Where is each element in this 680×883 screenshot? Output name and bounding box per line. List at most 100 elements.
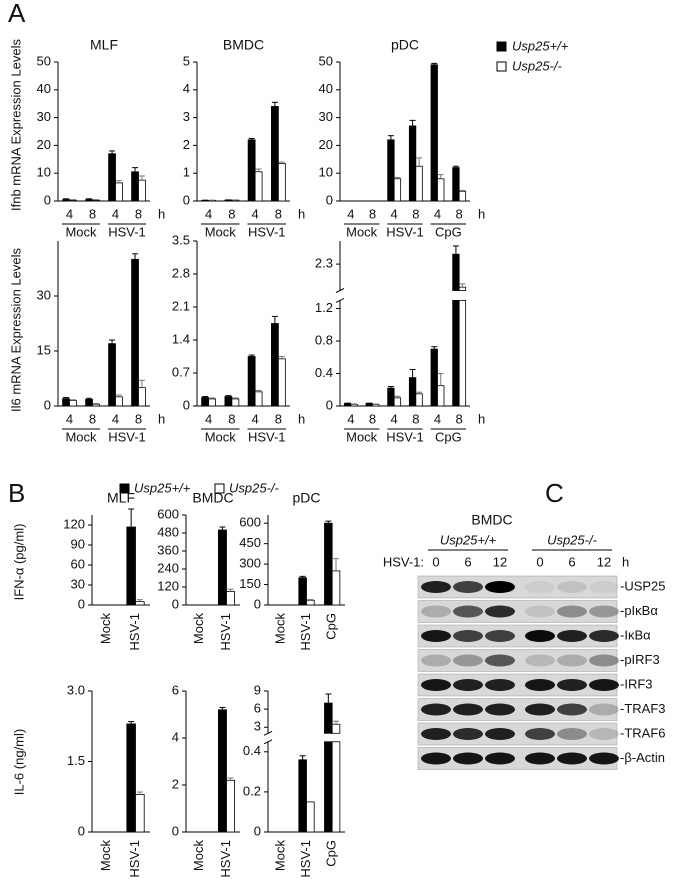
band (589, 581, 619, 593)
x-tick-label: 8 (412, 206, 419, 221)
bar (85, 398, 93, 407)
x-unit: h (478, 411, 485, 426)
bar (387, 139, 395, 202)
bar (254, 391, 263, 407)
y-axis-label: Il6 mRNA Expression Levels (8, 247, 23, 412)
group-label: CpG (435, 429, 462, 444)
bar (324, 702, 333, 734)
y-axis-label: Ifnb mRNA Expression Levels (8, 39, 23, 211)
y-tick-label: 0.4 (315, 365, 333, 380)
y-tick-label: 0 (254, 596, 261, 611)
bar (415, 165, 423, 202)
bar (408, 125, 417, 202)
axis-break (263, 730, 273, 736)
band (421, 581, 451, 593)
y-tick-label: 60 (71, 556, 85, 571)
x-tick-label: 4 (66, 206, 73, 221)
y-tick-label: 0 (326, 192, 333, 207)
x-tick-label: 8 (412, 411, 419, 426)
band (589, 630, 619, 642)
y-tick-label: 5 (183, 53, 190, 68)
blot-row-label: -pIRF3 (620, 652, 660, 667)
x-tick-label: HSV-1 (127, 613, 142, 651)
lane-label: 0 (432, 554, 439, 569)
blot-row-label: -β-Actin (620, 750, 665, 765)
y-tick-label: 600 (157, 506, 179, 521)
band (421, 728, 451, 740)
bar (270, 106, 279, 202)
legend-swatch (119, 483, 130, 494)
bar (324, 522, 333, 606)
x-tick-label: 8 (135, 411, 142, 426)
x-tick-label: HSV-1 (298, 613, 313, 651)
y-tick-label: 0.8 (315, 332, 333, 347)
bar (108, 343, 116, 407)
treatment-label: HSV-1: (383, 554, 424, 569)
bar (108, 153, 116, 202)
band (589, 605, 619, 618)
x-unit: h (158, 411, 165, 426)
group-label: HSV-1 (108, 429, 146, 444)
x-tick-label: 8 (275, 206, 282, 221)
panel-label: A (8, 0, 26, 28)
y-tick-label: 0 (78, 823, 85, 838)
bar (115, 396, 123, 407)
x-tick-label: 4 (112, 206, 119, 221)
bar (126, 526, 136, 606)
x-tick-label: 4 (112, 411, 119, 426)
bar (231, 398, 240, 407)
band (557, 728, 587, 740)
genotype-label: Usp25+/+ (440, 532, 497, 547)
x-tick-label: 8 (135, 206, 142, 221)
bar (135, 794, 145, 833)
y-tick-label: 30 (37, 287, 51, 302)
band (525, 703, 555, 716)
legend-swatch (496, 61, 507, 72)
band (589, 752, 619, 765)
group-label: HSV-1 (248, 429, 286, 444)
band (525, 654, 555, 667)
y-tick-label: 450 (239, 535, 261, 550)
y-tick-label: 0.4 (243, 743, 261, 758)
band (421, 630, 451, 642)
bar (393, 397, 402, 407)
y-tick-label: 4 (183, 81, 190, 96)
bar (126, 723, 136, 833)
x-tick-label: Mock (98, 613, 113, 645)
band (525, 752, 555, 765)
bar (331, 741, 341, 833)
bar (208, 398, 216, 407)
axis-break (263, 739, 273, 745)
bar (298, 759, 307, 833)
blot-row-label: -USP25 (620, 578, 666, 593)
bar (306, 801, 315, 833)
group-label: HSV-1 (108, 224, 146, 239)
y-tick-label: 0 (183, 192, 190, 207)
x-tick-label: 4 (252, 206, 259, 221)
y-tick-label: 0 (254, 823, 261, 838)
x-tick-label: 4 (205, 411, 212, 426)
y-axis-label: IL-6 (ng/ml) (11, 729, 26, 795)
bar (69, 199, 77, 202)
bar (247, 356, 256, 407)
lane-label: 6 (568, 554, 575, 569)
x-unit: h (478, 206, 485, 221)
band (557, 679, 587, 691)
y-tick-label: 0 (172, 596, 179, 611)
bar (458, 190, 467, 202)
y-tick-label: 0.2 (243, 783, 261, 798)
axis-break (335, 297, 345, 303)
bar (131, 258, 139, 407)
y-tick-label: 0 (183, 397, 190, 412)
bar (270, 323, 279, 407)
band (453, 654, 483, 667)
band (453, 752, 483, 765)
y-tick-label: 15 (37, 342, 51, 357)
bar (298, 577, 307, 606)
x-unit: h (158, 206, 165, 221)
bar (393, 178, 402, 202)
y-tick-label: 0 (172, 823, 179, 838)
chart-title: MLF (107, 490, 135, 506)
y-tick-label: 30 (37, 109, 51, 124)
x-tick-label: HSV-1 (127, 840, 142, 878)
